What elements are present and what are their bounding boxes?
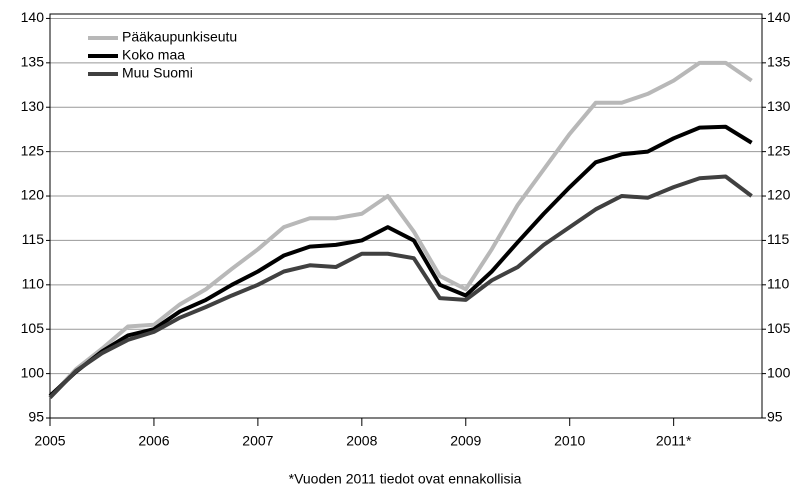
footnote: *Vuoden 2011 tiedot ovat ennakollisia: [289, 471, 522, 487]
y2-tick-label: 110: [767, 276, 790, 292]
y-tick-label: 125: [21, 142, 45, 158]
x-tick-label: 2005: [34, 433, 65, 449]
y2-tick-label: 115: [767, 231, 790, 247]
line-series: [48, 174, 753, 399]
y-tick-label: 100: [21, 364, 45, 380]
y2-tick-label: 105: [767, 320, 791, 336]
line-series: [48, 60, 753, 399]
y-tick-label: 115: [22, 231, 45, 247]
x-tick-label: 2009: [450, 433, 481, 449]
y-tick-label: 120: [21, 187, 45, 203]
x-tick-label: 2006: [138, 433, 169, 449]
y-tick-label: 130: [21, 98, 45, 114]
legend-label: Muu Suomi: [122, 65, 193, 81]
line-series: [48, 124, 753, 398]
y-tick-label: 110: [22, 276, 45, 292]
plot-frame: [49, 13, 763, 419]
y-tick-label: 135: [21, 54, 45, 70]
y2-tick-label: 120: [767, 187, 791, 203]
legend-label: Pääkaupunkiseutu: [122, 29, 237, 45]
y2-tick-label: 140: [767, 9, 791, 25]
y2-tick-label: 95: [767, 409, 783, 425]
y-tick-label: 95: [28, 409, 44, 425]
x-tick-label: 2007: [242, 433, 273, 449]
y2-tick-label: 100: [767, 364, 791, 380]
x-tick-label: 2011*: [656, 433, 692, 449]
y2-tick-label: 130: [767, 98, 791, 114]
x-tick-label: 2010: [554, 433, 585, 449]
legend-label: Koko maa: [122, 47, 185, 63]
y2-tick-label: 135: [767, 54, 791, 70]
x-tick-label: 2008: [346, 433, 377, 449]
y-tick-label: 140: [21, 9, 45, 25]
y-tick-label: 105: [21, 320, 45, 336]
y2-tick-label: 125: [767, 142, 791, 158]
